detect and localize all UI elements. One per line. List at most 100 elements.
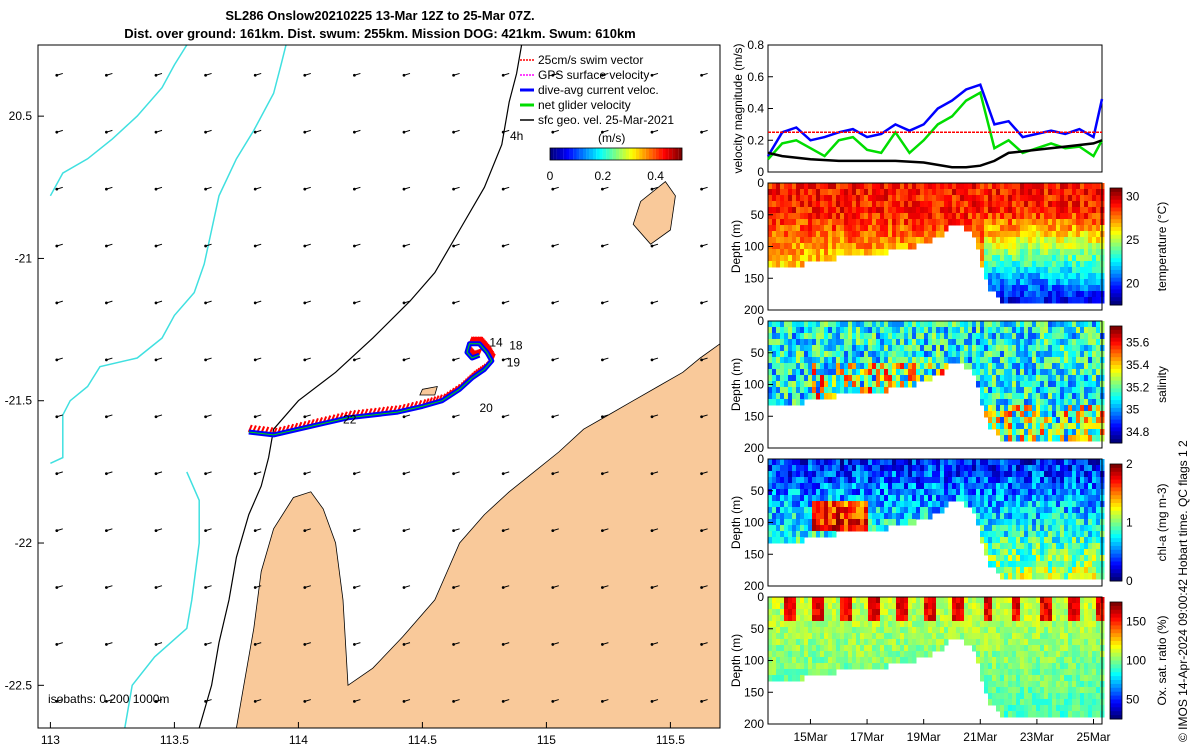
section-cell (780, 603, 785, 610)
section-cell (792, 357, 797, 364)
section-cell (1008, 561, 1013, 568)
section-cell (940, 621, 945, 628)
section-cell (896, 363, 901, 370)
section-cell (1092, 363, 1097, 370)
section-cell (800, 255, 805, 262)
section-cell (1016, 465, 1021, 472)
section-cell (1052, 543, 1057, 550)
section-cell (1064, 345, 1069, 352)
section-cell (1056, 429, 1061, 436)
section-cell (808, 345, 813, 352)
section-cell (860, 477, 865, 484)
section-colorbar-cell (1110, 293, 1122, 298)
section-cell (992, 525, 997, 532)
colorbar-cell (589, 148, 593, 160)
section-cell (924, 609, 929, 616)
section-cell (832, 249, 837, 256)
section-cell (1040, 285, 1045, 292)
section-cell (1072, 555, 1077, 562)
section-cell (1076, 513, 1081, 520)
section-cell (1024, 261, 1029, 268)
section-cell (1064, 393, 1069, 400)
section-cell (784, 471, 789, 478)
section-cell (796, 357, 801, 364)
section-cell (984, 633, 989, 640)
section-cell (872, 471, 877, 478)
section-cell (980, 525, 985, 532)
section-cell (1052, 501, 1057, 508)
section-cell (808, 483, 813, 490)
section-cell (852, 465, 857, 472)
section-cell (1036, 183, 1041, 190)
section-colorbar-cell (1110, 577, 1122, 582)
section-cell (944, 603, 949, 610)
colorbar-cell (566, 148, 570, 160)
section-cell (1020, 351, 1025, 358)
section-cell (1060, 327, 1065, 334)
section-cell (1088, 477, 1093, 484)
section-cell (788, 483, 793, 490)
section-cell (1084, 351, 1089, 358)
section-cell (1028, 381, 1033, 388)
section-cell (940, 189, 945, 196)
colorbar-cell (629, 148, 633, 160)
section-cell (980, 387, 985, 394)
section-cell (940, 351, 945, 358)
section-cell (812, 603, 817, 610)
section-cell (1044, 243, 1049, 250)
section-cell (852, 201, 857, 208)
section-cell (932, 459, 937, 466)
section-colorbar-cell (1110, 262, 1122, 267)
section-cell (956, 483, 961, 490)
section-cell (832, 189, 837, 196)
section-cell (800, 645, 805, 652)
section-cell (832, 483, 837, 490)
section-cell (776, 225, 781, 232)
section-cell (872, 519, 877, 526)
section-cell (900, 657, 905, 664)
section-cell (980, 645, 985, 652)
section-cell (992, 387, 997, 394)
section-cell (904, 519, 909, 526)
section-cell (816, 369, 821, 376)
section-cell (856, 225, 861, 232)
section-cell (1036, 555, 1041, 562)
section-cell (812, 615, 817, 622)
section-cell (1068, 465, 1073, 472)
section-cell (768, 195, 773, 202)
section-cell (1084, 405, 1089, 412)
section-cell (832, 507, 837, 514)
section-cell (952, 201, 957, 208)
section-cell (868, 639, 873, 646)
section-cell (792, 207, 797, 214)
section-colorbar-tick-label: 1 (1126, 516, 1133, 530)
section-cell (940, 507, 945, 514)
section-cell (976, 189, 981, 196)
section-cell (984, 399, 989, 406)
section-cell (1084, 399, 1089, 406)
section-cell (984, 351, 989, 358)
section-cell (1020, 267, 1025, 274)
section-cell (1012, 543, 1017, 550)
section-cell (952, 327, 957, 334)
section-cell (772, 663, 777, 670)
section-cell (1000, 417, 1005, 424)
section-cell (896, 459, 901, 466)
section-cell (916, 357, 921, 364)
section-cell (1072, 537, 1077, 544)
section-cell (816, 387, 821, 394)
section-cell (852, 459, 857, 466)
section-cell (804, 471, 809, 478)
section-cell (968, 327, 973, 334)
section-cell (848, 519, 853, 526)
section-cell (940, 345, 945, 352)
section-cell (1080, 369, 1085, 376)
section-cell (1028, 387, 1033, 394)
section-cell (1064, 237, 1069, 244)
section-cell (884, 327, 889, 334)
section-cell (1004, 285, 1009, 292)
section-cell (1076, 465, 1081, 472)
colorbar-cell (625, 148, 630, 160)
section-cell (868, 189, 873, 196)
section-cell (856, 519, 861, 526)
